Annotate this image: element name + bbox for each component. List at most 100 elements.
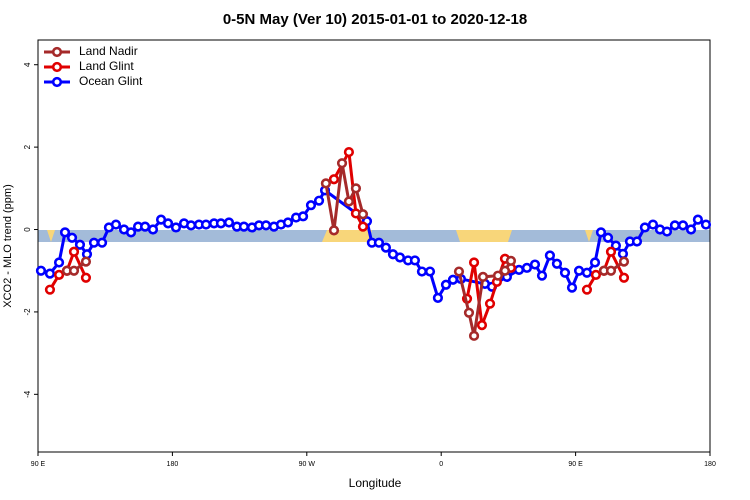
data-point: [581, 284, 593, 295]
data-point: [476, 320, 488, 331]
data-point: [602, 232, 614, 243]
data-point: [380, 242, 392, 253]
data-point: [631, 236, 643, 247]
legend-marker: [51, 46, 63, 58]
data-point: [260, 220, 272, 231]
data-point: [581, 267, 593, 278]
data-point: [610, 240, 622, 251]
data-point: [238, 221, 250, 232]
series-line: [66, 162, 625, 337]
data-point: [551, 258, 563, 269]
legend-label: Ocean Glint: [79, 74, 143, 88]
data-point: [147, 224, 159, 235]
data-point: [677, 220, 689, 231]
data-point: [328, 174, 340, 185]
data-point: [573, 265, 585, 276]
data-point: [68, 265, 80, 276]
data-point: [618, 272, 630, 283]
data-point: [685, 224, 697, 235]
y-tick-label: -4: [23, 390, 32, 398]
data-point: [336, 158, 348, 169]
data-point: [125, 227, 137, 238]
data-point: [110, 219, 122, 230]
land-band: [456, 230, 512, 242]
x-axis-label: Longitude: [349, 476, 402, 490]
data-point: [661, 226, 673, 237]
data-point: [350, 183, 362, 194]
data-point: [453, 266, 465, 277]
y-axis-label: XCO2 - MLO trend (ppm): [2, 184, 14, 307]
x-tick-label: 0: [439, 461, 443, 468]
data-point: [700, 219, 712, 230]
legend-marker: [51, 76, 63, 88]
data-point: [468, 257, 480, 268]
data-point: [162, 218, 174, 229]
legend-marker: [51, 61, 63, 73]
x-tick-label: 90 E: [31, 461, 46, 468]
data-point: [595, 227, 607, 238]
data-point: [639, 222, 650, 233]
data-point: [66, 232, 78, 243]
data-point: [521, 262, 533, 273]
data-point: [357, 209, 369, 220]
data-point: [80, 256, 92, 267]
data-point: [492, 270, 504, 281]
data-point: [343, 196, 355, 207]
x-tick-label: 180: [704, 461, 716, 468]
x-tick-label: 180: [167, 461, 179, 468]
legend-label: Land Glint: [79, 59, 134, 73]
data-point: [74, 239, 86, 250]
data-point: [394, 252, 406, 263]
data-point: [447, 274, 459, 285]
data-point: [35, 265, 47, 276]
data-point: [647, 219, 659, 230]
data-point: [618, 256, 630, 267]
data-point: [357, 221, 369, 232]
data-point: [68, 246, 80, 257]
data-point: [463, 307, 475, 318]
data-point: [589, 257, 601, 268]
data-point: [313, 195, 325, 206]
data-point: [692, 214, 704, 225]
data-point: [513, 264, 525, 275]
data-point: [505, 255, 517, 266]
ocean-band: [38, 230, 710, 242]
x-tick-label: 90 W: [299, 461, 316, 468]
data-point: [53, 269, 65, 280]
data-point: [96, 237, 108, 248]
data-point: [328, 225, 340, 236]
data-point: [139, 221, 151, 232]
land-band: [585, 230, 593, 242]
data-point: [559, 267, 571, 278]
data-point: [282, 217, 294, 228]
data-point: [44, 268, 56, 279]
data-point: [566, 282, 578, 293]
data-point: [416, 266, 428, 277]
data-point: [605, 265, 617, 276]
data-point: [590, 269, 602, 280]
land-band: [47, 230, 55, 242]
data-point: [440, 279, 452, 290]
legend-label: Land Nadir: [79, 44, 138, 58]
plot-frame: [37, 39, 711, 453]
data-point: [617, 248, 629, 259]
data-point: [59, 227, 71, 238]
data-point: [424, 266, 436, 277]
data-point: [88, 237, 100, 248]
data-point: [80, 272, 92, 283]
data-point: [215, 218, 227, 229]
data-point: [200, 219, 212, 230]
data-point: [536, 270, 548, 281]
data-point: [484, 298, 496, 309]
data-point: [44, 284, 56, 295]
data-point: [53, 257, 65, 268]
data-point: [669, 220, 681, 231]
data-point: [477, 271, 489, 283]
y-tick-label: 4: [23, 62, 32, 67]
data-point: [409, 255, 421, 266]
data-point: [297, 211, 309, 222]
data-point: [432, 292, 444, 304]
data-point: [605, 246, 617, 257]
